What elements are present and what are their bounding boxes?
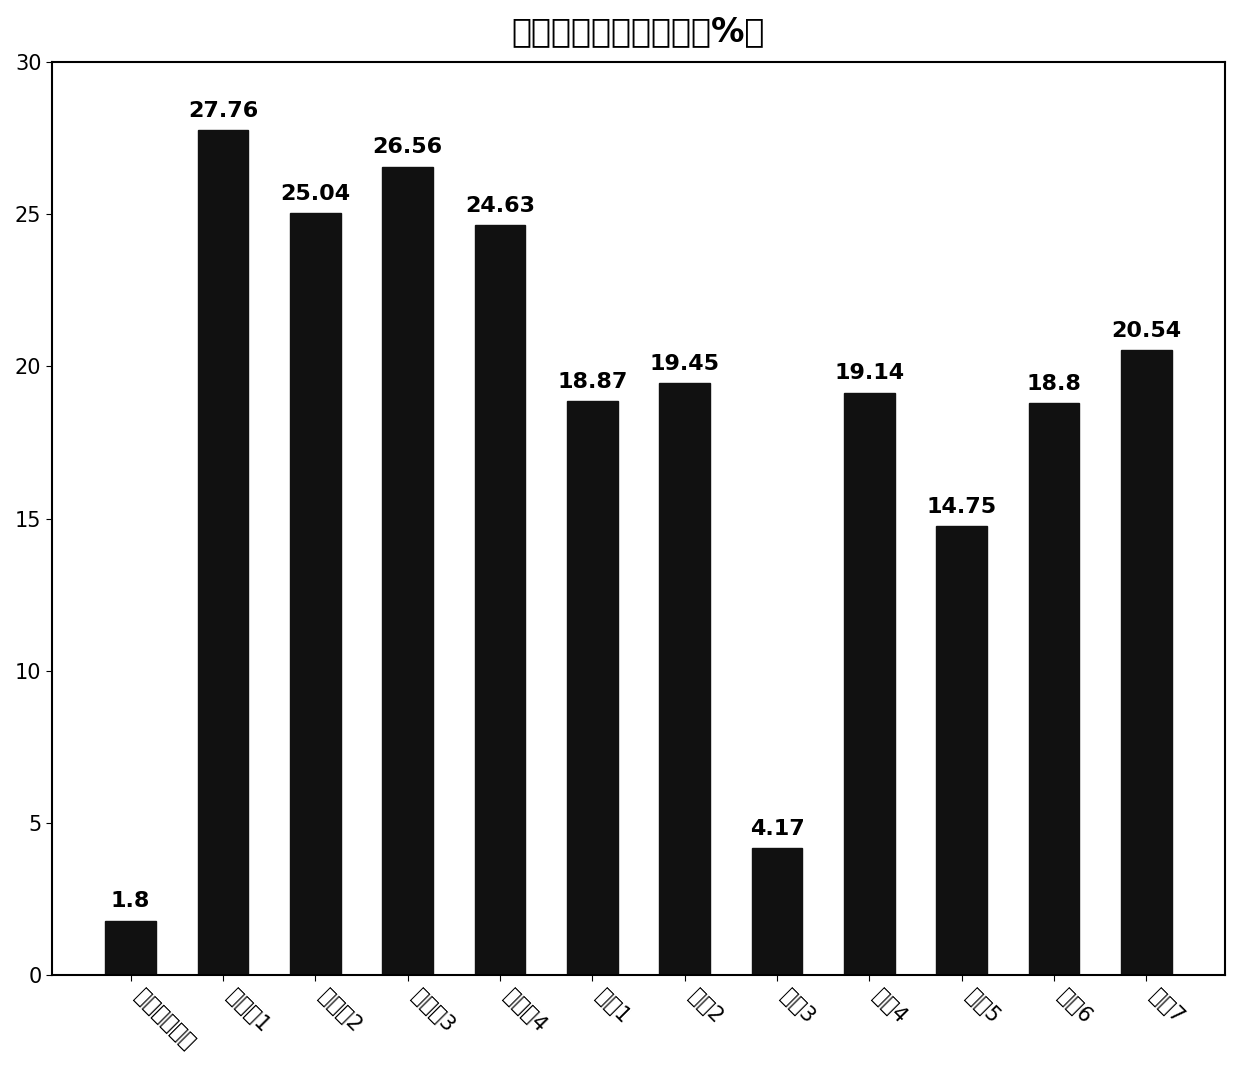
- Bar: [105, 921, 156, 975]
- Text: 19.14: 19.14: [835, 363, 904, 383]
- Text: 14.75: 14.75: [926, 497, 997, 517]
- Bar: [475, 225, 526, 975]
- Text: 27.76: 27.76: [187, 100, 258, 121]
- Bar: [382, 167, 433, 975]
- Bar: [290, 213, 341, 975]
- Text: 1.8: 1.8: [110, 892, 150, 911]
- Title: 可溶性膺食纤维含量（%）: 可溶性膺食纤维含量（%）: [512, 15, 765, 48]
- Text: 25.04: 25.04: [280, 184, 351, 204]
- Bar: [567, 400, 618, 975]
- Bar: [751, 848, 802, 975]
- Bar: [660, 383, 711, 975]
- Text: 26.56: 26.56: [372, 138, 443, 157]
- Text: 24.63: 24.63: [465, 197, 534, 216]
- Bar: [197, 130, 248, 975]
- Text: 20.54: 20.54: [1111, 320, 1182, 341]
- Text: 18.8: 18.8: [1027, 374, 1081, 394]
- Text: 18.87: 18.87: [557, 372, 627, 392]
- Bar: [1121, 350, 1172, 975]
- Bar: [936, 527, 987, 975]
- Text: 19.45: 19.45: [650, 354, 719, 374]
- Bar: [1028, 403, 1079, 975]
- Bar: [844, 393, 895, 975]
- Text: 4.17: 4.17: [750, 819, 805, 839]
